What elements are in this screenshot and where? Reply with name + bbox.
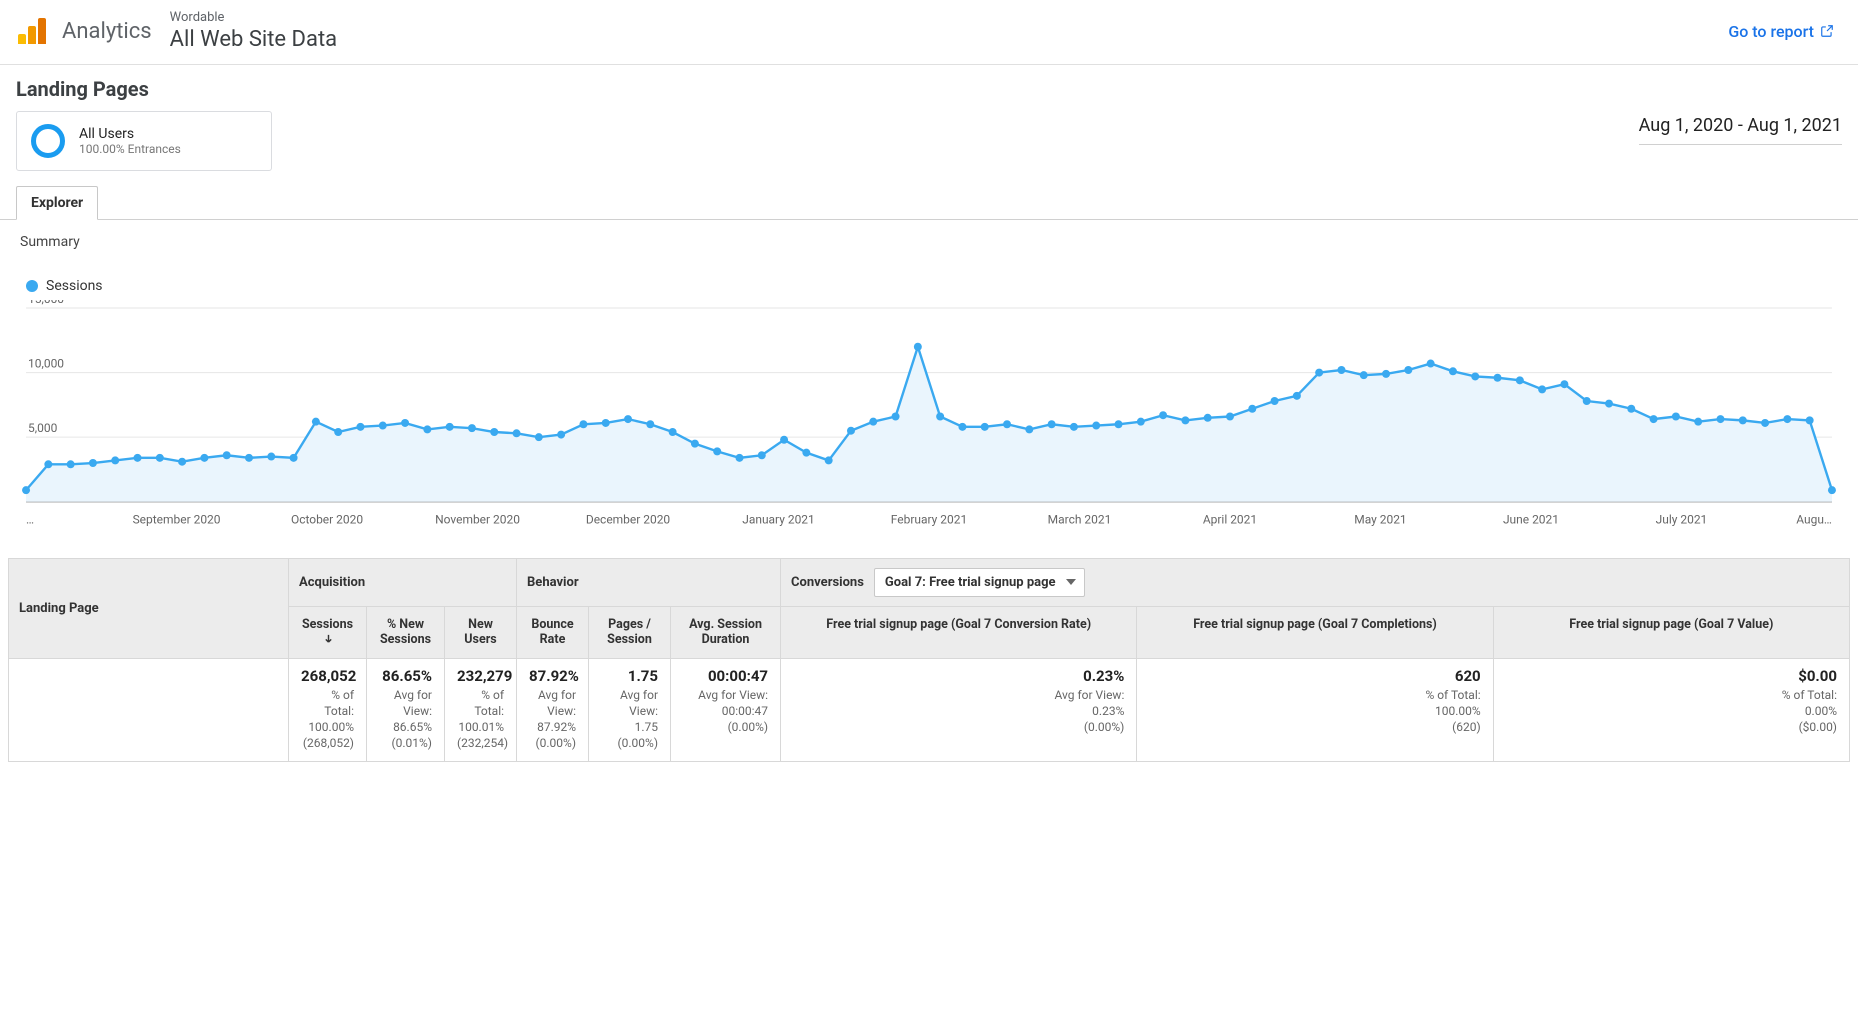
group-conversions: Conversions Goal 7: Free trial signup pa… xyxy=(781,558,1850,606)
caret-down-icon xyxy=(1066,579,1076,585)
col-bounce[interactable]: Bounce Rate xyxy=(517,606,589,658)
total-g7_rate: 0.23%Avg for View:0.23%(0.00%) xyxy=(781,658,1137,762)
group-conversions-label: Conversions xyxy=(791,575,864,590)
sessions-chart[interactable]: 5,000 10,000 15,000 … September 2020 October … xyxy=(20,300,1838,530)
metrics-table: Landing Page Acquisition Behavior Conver… xyxy=(8,558,1850,763)
y-tick-label: 5,000 xyxy=(28,421,58,435)
y-tick-label: 10,000 xyxy=(28,357,64,371)
goal-select[interactable]: Goal 7: Free trial signup page xyxy=(874,568,1085,597)
col-avg_dur[interactable]: Avg. Session Duration xyxy=(671,606,781,658)
brand-view-block: Wordable All Web Site Data xyxy=(170,10,337,52)
x-tick-label: January 2021 xyxy=(742,513,815,527)
col-g7_rate[interactable]: Free trial signup page (Goal 7 Conversio… xyxy=(781,606,1137,658)
legend-dot-icon xyxy=(26,280,38,292)
y-tick-label: 15,000 xyxy=(28,300,64,306)
col-pages[interactable]: Pages / Session xyxy=(589,606,671,658)
x-tick-label: October 2020 xyxy=(291,513,363,527)
x-tick-label: December 2020 xyxy=(586,513,671,527)
external-link-icon xyxy=(1820,24,1834,38)
total-g7_val: $0.00% of Total:0.00%($0.00) xyxy=(1493,658,1849,762)
segment-title: All Users xyxy=(79,126,181,142)
x-tick-label: … xyxy=(26,513,34,527)
property-name: Wordable xyxy=(170,10,337,25)
table-group-row: Landing Page Acquisition Behavior Conver… xyxy=(9,558,1850,606)
analytics-logo-icon xyxy=(18,18,46,44)
table-totals-row: 268,052% of Total:100.00%(268,052)86.65%… xyxy=(9,658,1850,762)
total-pct_new: 86.65%Avg for View:86.65%(0.01%) xyxy=(367,658,445,762)
tabs-row: Explorer xyxy=(0,185,1858,220)
col-g7_comp[interactable]: Free trial signup page (Goal 7 Completio… xyxy=(1137,606,1493,658)
segment-subtitle: 100.00% Entrances xyxy=(79,142,181,156)
x-tick-label: November 2020 xyxy=(435,513,520,527)
date-range[interactable]: Aug 1, 2020 - Aug 1, 2021 xyxy=(1639,111,1842,145)
go-to-report-link[interactable]: Go to report xyxy=(1728,22,1834,41)
goal-select-value: Goal 7: Free trial signup page xyxy=(885,575,1056,590)
tab-explorer[interactable]: Explorer xyxy=(16,186,98,220)
page-title: Landing Pages xyxy=(0,65,1858,111)
total-pages: 1.75Avg forView:1.75(0.00%) xyxy=(589,658,671,762)
x-tick-label: May 2021 xyxy=(1354,513,1406,527)
subheading-summary: Summary xyxy=(0,220,1858,250)
metrics-table-wrap: Landing Page Acquisition Behavior Conver… xyxy=(0,534,1858,763)
segment-card[interactable]: All Users 100.00% Entrances xyxy=(16,111,272,171)
chart-legend: Sessions xyxy=(20,260,1838,300)
col-pct_new[interactable]: % New Sessions xyxy=(367,606,445,658)
segment-ring-icon xyxy=(31,124,65,158)
segment-text: All Users 100.00% Entrances xyxy=(79,126,181,156)
view-name: All Web Site Data xyxy=(170,27,337,52)
legend-label: Sessions xyxy=(46,278,103,294)
x-tick-label: September 2020 xyxy=(133,513,221,527)
total-new_users: 232,279% ofTotal:100.01%(232,254) xyxy=(445,658,517,762)
group-acquisition: Acquisition xyxy=(289,558,517,606)
col-new_users[interactable]: New Users xyxy=(445,606,517,658)
header-left: Analytics Wordable All Web Site Data xyxy=(18,10,337,52)
x-tick-label: July 2021 xyxy=(1656,513,1708,527)
brand-title: Analytics xyxy=(62,19,152,44)
sort-desc-icon xyxy=(324,634,333,643)
col-g7_val[interactable]: Free trial signup page (Goal 7 Value) xyxy=(1493,606,1849,658)
group-behavior: Behavior xyxy=(517,558,781,606)
top-row: All Users 100.00% Entrances Aug 1, 2020 … xyxy=(0,111,1858,179)
col-sessions[interactable]: Sessions xyxy=(289,606,367,658)
x-tick-label: February 2021 xyxy=(891,513,967,527)
total-g7_comp: 620% of Total:100.00%(620) xyxy=(1137,658,1493,762)
app-header: Analytics Wordable All Web Site Data Go … xyxy=(0,0,1858,65)
col-landing-page[interactable]: Landing Page xyxy=(9,558,289,658)
go-to-report-label: Go to report xyxy=(1728,22,1814,41)
total-avg_dur: 00:00:47Avg for View:00:00:47(0.00%) xyxy=(671,658,781,762)
x-tick-label: June 2021 xyxy=(1503,513,1559,527)
totals-landing-page-cell xyxy=(9,658,289,762)
total-sessions: 268,052% of Total:100.00%(268,052) xyxy=(289,658,367,762)
x-tick-label: April 2021 xyxy=(1203,513,1257,527)
total-bounce: 87.92%Avg forView:87.92%(0.00%) xyxy=(517,658,589,762)
x-tick-label: Augu… xyxy=(1796,513,1832,527)
x-tick-label: March 2021 xyxy=(1048,513,1112,527)
chart-section: Sessions 5,000 10,000 15,000 … September 202… xyxy=(0,250,1858,534)
